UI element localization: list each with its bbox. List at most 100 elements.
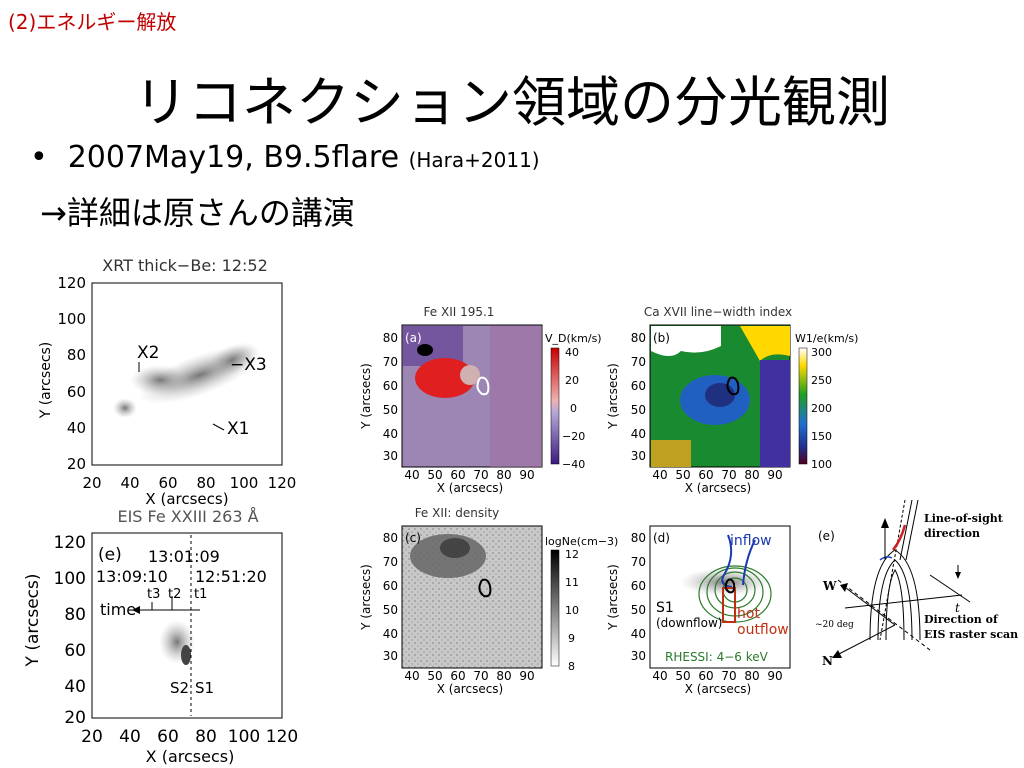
panel-c-cbar-tick: 11 (565, 576, 579, 589)
panel-c-title: Fe XII: density (415, 506, 500, 520)
panel-a-xtick: 70 (473, 468, 488, 482)
panel-c-ytick: 70 (383, 555, 398, 569)
detail-text: 詳細は原さんの講演 (66, 194, 355, 232)
panel-b-colorbar (798, 347, 808, 465)
panel-c: Fe XII: density (c) logNe(cm−3) 12 11 10… (359, 506, 618, 696)
xrt-xtick: 80 (196, 474, 215, 492)
xrt-ytick: 60 (67, 383, 86, 401)
xrt-ytick: 80 (67, 346, 86, 364)
panel-c-ytick: 40 (383, 627, 398, 641)
panel-a-ytick: 60 (383, 379, 398, 393)
panel-c-xlabel: X (arcsecs) (437, 682, 504, 696)
panel-b-letter: (b) (653, 331, 670, 345)
eis-tick-t2: t2 (168, 587, 181, 602)
panel-d-map (649, 525, 791, 669)
bullet-line: • 2007May19, B9.5flare (Hara+2011) (30, 140, 540, 175)
panel-b-ytick: 50 (631, 403, 646, 417)
panel-a-xtick: 60 (450, 468, 465, 482)
panel-b-xlabel: X (arcsecs) (685, 481, 752, 495)
panel-d-outflow: outflow (737, 622, 789, 638)
panel-c-xtick: 90 (519, 669, 534, 683)
panel-c-ytick: 50 (383, 603, 398, 617)
eis-ytick: 100 (54, 569, 86, 589)
eis-panel-letter: (e) (98, 545, 122, 565)
panel-a-cbar-tick: 40 (565, 346, 579, 359)
eis-tick-t3: t3 (147, 587, 160, 602)
eis-tick-t1: t1 (194, 587, 207, 602)
panel-a-ytick: 80 (383, 331, 398, 345)
panel-d-ytick: 50 (631, 603, 646, 617)
panel-a-ytick: 40 (383, 427, 398, 441)
panel-d-letter: (d) (653, 531, 670, 545)
panel-a-cbar-label: V_D(km/s) (545, 332, 602, 345)
panel-a-xtick: 50 (427, 468, 442, 482)
panel-a-cbar-tick: 0 (570, 402, 577, 415)
eis-xtick: 60 (157, 727, 179, 747)
panel-c-xtick: 40 (404, 669, 419, 683)
bullet-main: 2007May19, B9.5flare (67, 140, 400, 175)
xrt-panel: XRT thick−Be: 12:52 X2 −X3 X1 120 100 80… (38, 256, 296, 508)
xrt-title: XRT thick−Be: 12:52 (102, 256, 268, 275)
panel-d-ytick: 60 (631, 579, 646, 593)
panel-a: Fe XII 195.1 (a) V_D(km/s) 40 20 0 −20 −… (359, 305, 602, 495)
panel-d-xtick: 90 (767, 669, 782, 683)
panel-d-ytick: 80 (631, 531, 646, 545)
panel-a-xlabel: X (arcsecs) (437, 481, 504, 495)
diagram-w: W (822, 579, 837, 593)
diagram-dir-line1: Direction of (924, 613, 999, 626)
panel-b-xtick: 40 (652, 468, 667, 482)
panel-d: (d) inflow hot outflow S1 (downflow) RHE… (606, 525, 791, 696)
panel-d-xtick: 80 (744, 669, 759, 683)
eis-ylabel: Y (arcsecs) (23, 574, 43, 668)
panel-c-xtick: 60 (450, 669, 465, 683)
panel-c-ytick: 60 (383, 579, 398, 593)
panel-d-hot: hot (737, 606, 760, 622)
panel-d-rhessi: RHESSI: 4−6 keV (665, 650, 769, 664)
panel-b-xtick: 80 (744, 468, 759, 482)
panel-b-cbar-tick: 150 (811, 430, 832, 443)
eis-xtick: 80 (195, 727, 217, 747)
panel-b-ytick: 30 (631, 449, 646, 463)
panel-b-cbar-tick: 200 (811, 402, 832, 415)
panel-c-cbar-tick: 12 (565, 548, 579, 561)
panel-d-ytick: 30 (631, 649, 646, 663)
panel-d-ytick: 70 (631, 555, 646, 569)
eis-panel: EIS Fe XXIII 263 Å (e) 13:01:09 13:09:10… (23, 507, 298, 766)
geometry-diagram: (e) Line-of-sight direction W N t ~20 de… (815, 499, 1018, 668)
xrt-label-x2: X2 (137, 343, 159, 363)
panel-b-ytick: 40 (631, 427, 646, 441)
eis-xtick: 120 (266, 727, 298, 747)
xrt-ytick: 40 (67, 419, 86, 437)
xrt-ytick: 100 (57, 310, 86, 328)
diagram-los-line2: direction (924, 527, 980, 540)
panel-b-ylabel: Y (arcsecs) (606, 363, 620, 430)
panel-c-xtick: 70 (473, 669, 488, 683)
panel-c-cbar-tick: 10 (565, 604, 579, 617)
arrow-icon: → (40, 194, 67, 232)
xrt-label-x1: X1 (227, 419, 249, 439)
panel-c-letter: (c) (405, 531, 421, 545)
eis-time-t1: 13:01:09 (148, 547, 220, 566)
panel-d-xtick: 60 (698, 669, 713, 683)
xrt-xlabel: X (arcsecs) (145, 490, 228, 508)
panel-d-xlabel: X (arcsecs) (685, 682, 752, 696)
eis-xtick: 40 (119, 727, 141, 747)
panel-b-cbar-tick: 100 (811, 458, 832, 471)
xrt-xtick: 100 (230, 474, 259, 492)
panel-b-xtick: 60 (698, 468, 713, 482)
xrt-xtick: 60 (158, 474, 177, 492)
panel-b: Ca XVII line−width index (b) W1/e(km/s) … (606, 305, 858, 495)
xrt-xtick: 40 (120, 474, 139, 492)
section-label: (2)エネルギー解放 (8, 10, 177, 34)
panel-a-xtick: 80 (496, 468, 511, 482)
eis-ytick: 20 (64, 708, 86, 728)
eis-ytick: 60 (64, 641, 86, 661)
xrt-ytick: 120 (57, 274, 86, 292)
outflow-box (722, 587, 736, 623)
eis-ytick: 80 (64, 605, 86, 625)
panel-c-xtick: 80 (496, 669, 511, 683)
panel-a-ytick: 50 (383, 403, 398, 417)
bullet-ref: (Hara+2011) (408, 148, 540, 172)
panel-c-ytick: 30 (383, 649, 398, 663)
